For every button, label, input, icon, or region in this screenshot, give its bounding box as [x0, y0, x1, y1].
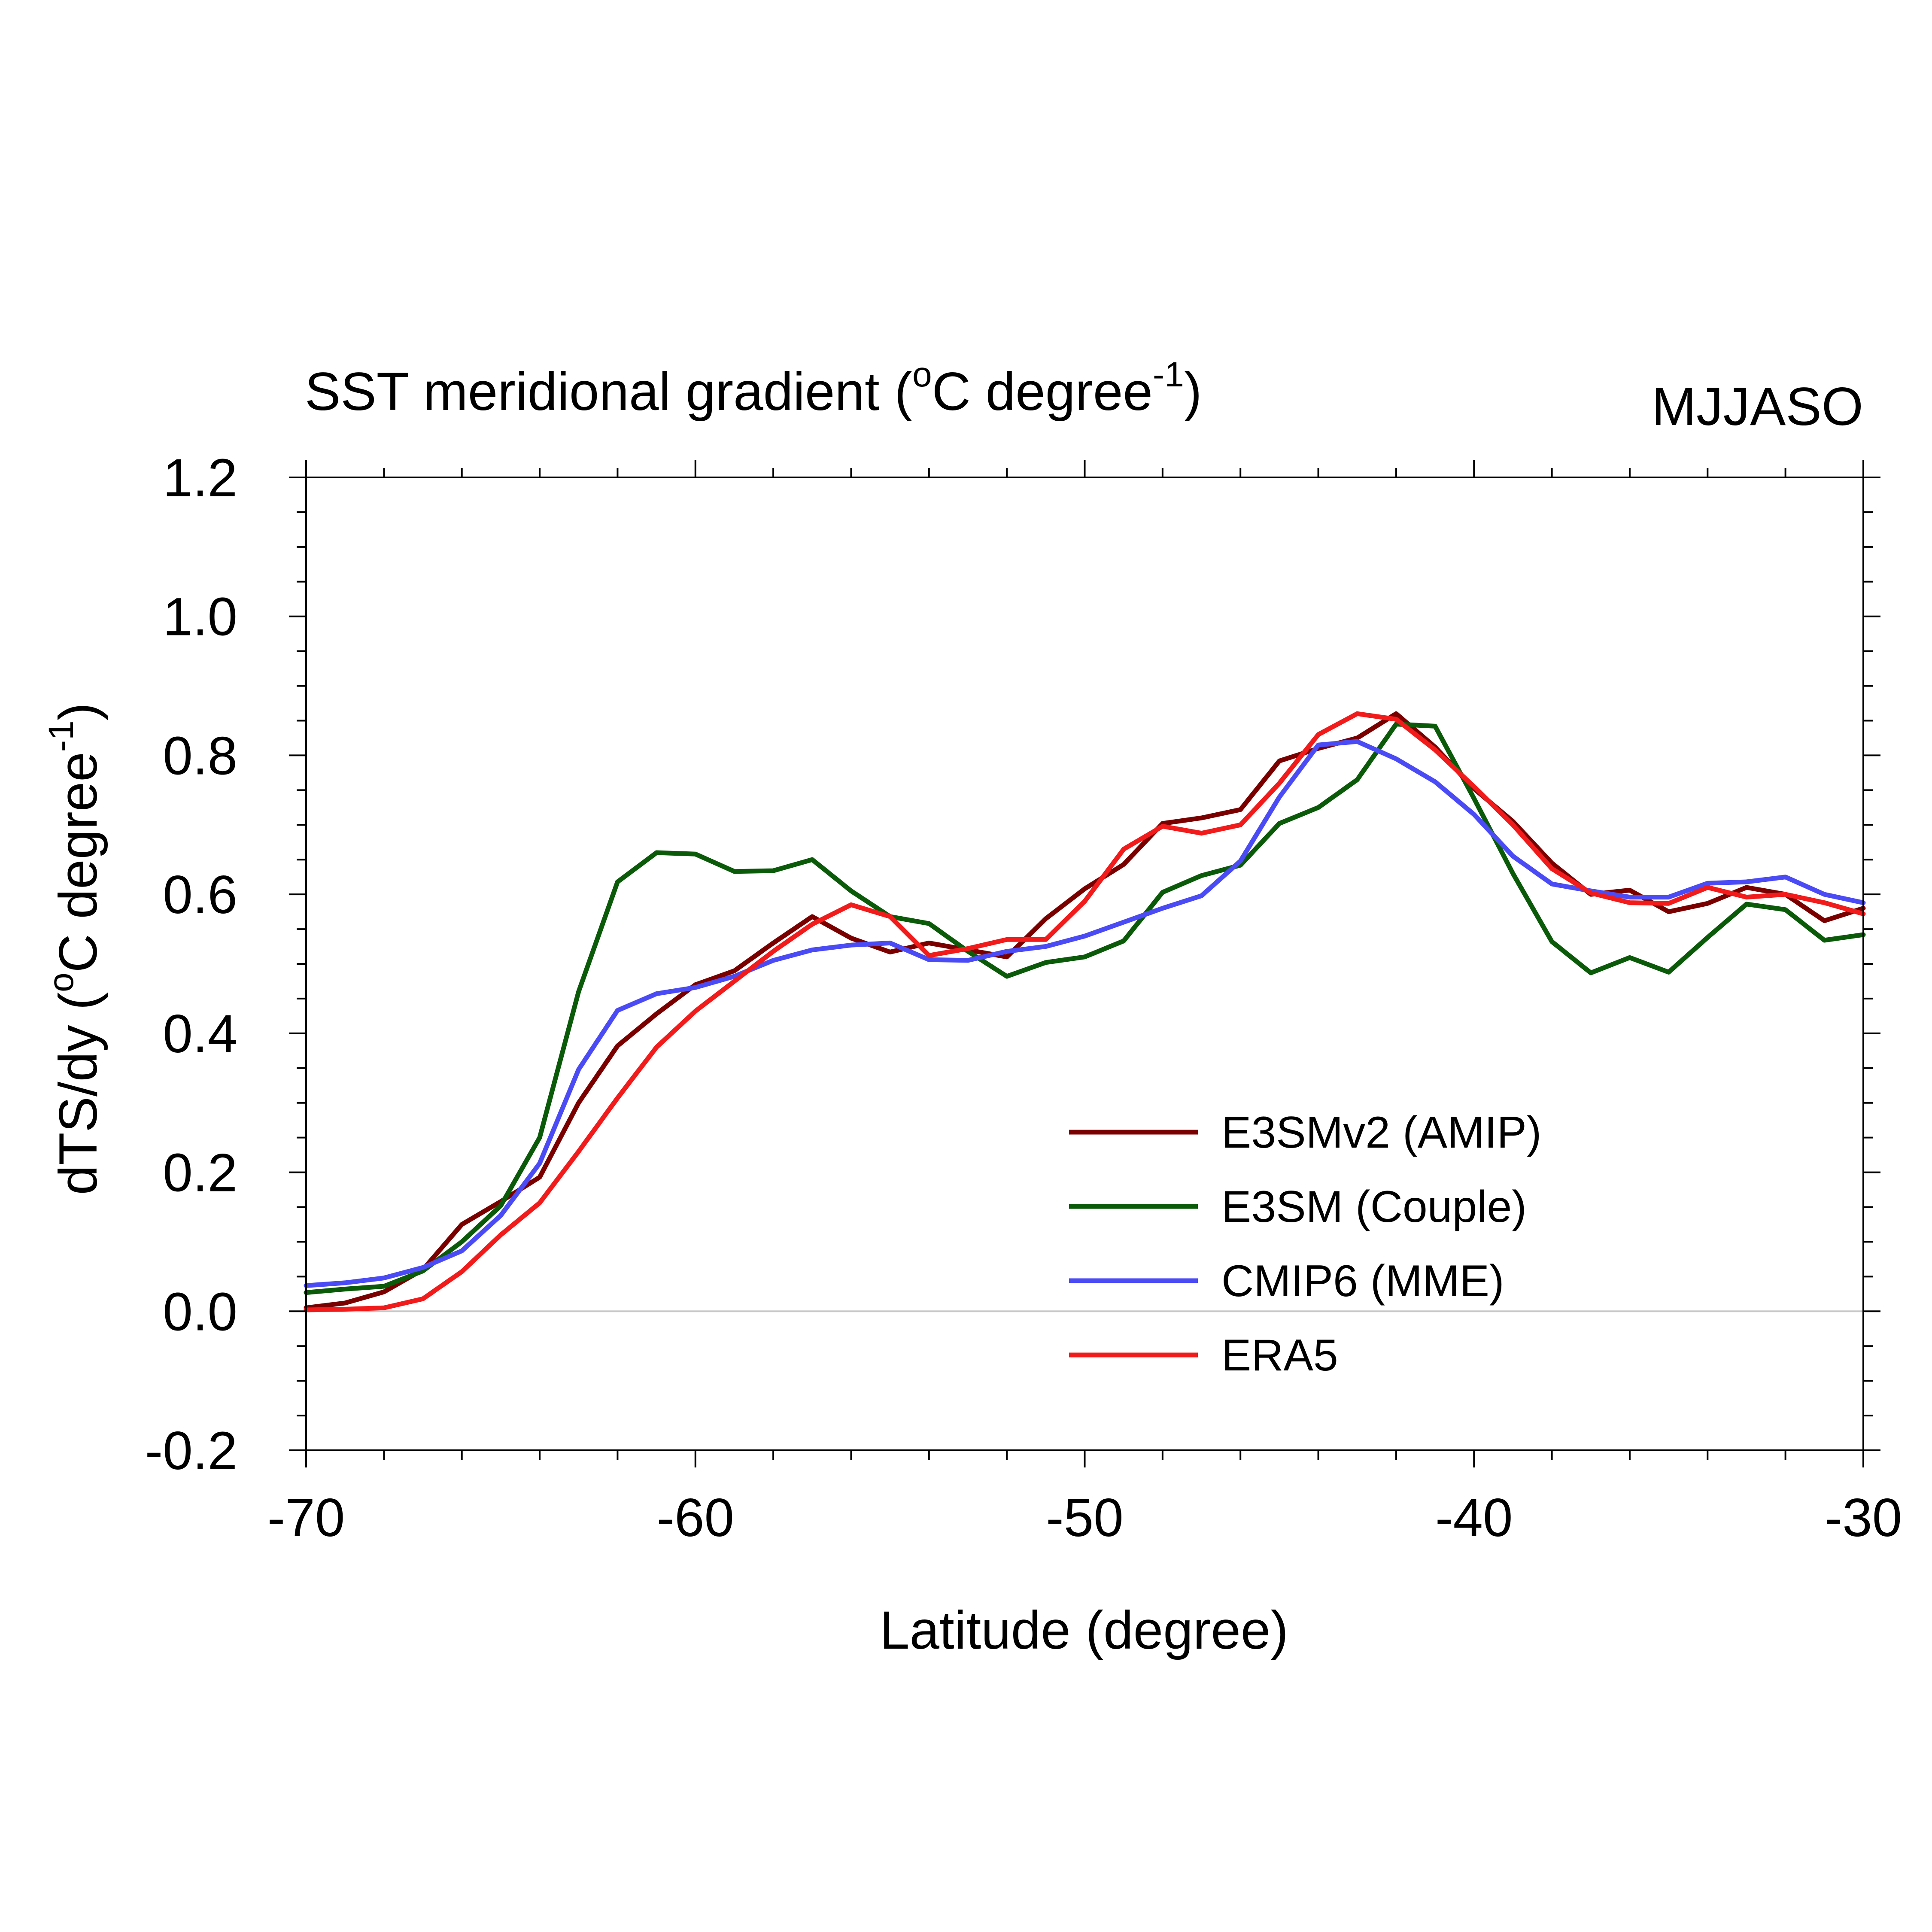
y-tick-label: 0.8	[163, 726, 237, 786]
x-tick-label: -50	[1046, 1488, 1124, 1548]
x-tick-labels: -70 -60 -50 -40 -30	[267, 1488, 1902, 1548]
series-line-e3sm-couple	[304, 722, 1866, 1295]
tick-marks	[289, 460, 1880, 1467]
y-tick-label: 0.6	[163, 865, 237, 925]
x-tick-label: -30	[1825, 1488, 1902, 1548]
y-tick-label: -0.2	[145, 1421, 237, 1481]
y-axis-label: dTS/dy (oC degree-1)	[42, 703, 108, 1195]
y-tick-labels: -0.2 0.0 0.2 0.4 0.6 0.8 1.0 1.2	[145, 448, 237, 1481]
x-tick-label: -70	[267, 1488, 345, 1548]
chart-title: SST meridional gradient (oC degree-1)	[305, 355, 1202, 422]
series-line-era5	[304, 711, 1866, 1312]
y-tick-label: 0.2	[163, 1143, 237, 1203]
x-tick-label: -40	[1435, 1488, 1513, 1548]
legend-label-e3smv2-amip: E3SMv2 (AMIP)	[1221, 1108, 1541, 1157]
series-group	[304, 711, 1866, 1312]
x-axis-label: Latitude (degree)	[880, 1601, 1288, 1660]
legend-label-era5: ERA5	[1221, 1331, 1338, 1380]
y-tick-label: 0.4	[163, 1004, 237, 1064]
legend-label-e3sm-couple: E3SM (Couple)	[1221, 1182, 1527, 1232]
legend-label-cmip6-mme: CMIP6 (MME)	[1221, 1256, 1504, 1306]
y-tick-label: 1.2	[163, 448, 237, 508]
x-tick-label: -60	[656, 1488, 734, 1548]
series-line-cmip6-mme	[304, 739, 1866, 1288]
y-tick-label: 1.0	[163, 587, 237, 647]
season-label: MJJASO	[1652, 377, 1863, 437]
legend: E3SMv2 (AMIP) E3SM (Couple) CMIP6 (MME) ERA…	[1069, 1108, 1541, 1380]
y-tick-label: 0.0	[163, 1282, 237, 1342]
